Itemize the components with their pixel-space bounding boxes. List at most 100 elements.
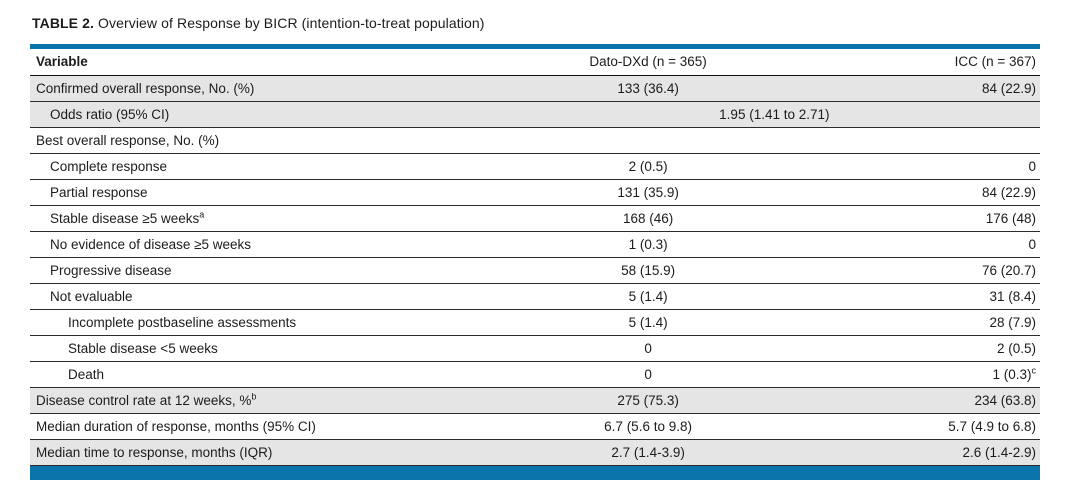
bottom-accent-bar — [30, 466, 1040, 480]
dato-value-cell: 131 (35.9) — [504, 179, 788, 206]
dato-value: 168 (46) — [622, 210, 674, 226]
dato-value: 2 (0.5) — [628, 158, 668, 174]
dato-value: 2.7 (1.4-3.9) — [611, 444, 685, 460]
table-row-no-evidence-of-disease: No evidence of disease ≥5 weeks 1 (0.3) … — [30, 231, 1040, 258]
icc-value-cell: 234 (63.8) — [787, 387, 1040, 414]
icc-value-cell: 2.6 (1.4-2.9) — [787, 439, 1040, 466]
variable-cell: Disease control rate at 12 weeks, %b — [30, 387, 505, 414]
icc-value: 84 (22.9) — [981, 80, 1036, 96]
table-row-complete-response: Complete response 2 (0.5) 0 — [30, 153, 1040, 180]
header-row: Variable Dato-DXd (n = 365) ICC (n = 367… — [30, 49, 1040, 76]
odds-ratio-value: 1.95 (1.41 to 2.71) — [719, 106, 830, 122]
top-accent-rule — [30, 44, 1040, 49]
table-row-odds-ratio: Odds ratio (95% CI) 1.95 (1.41 to 2.71) — [30, 101, 1040, 128]
dato-value-cell: 2 (0.5) — [504, 153, 788, 180]
table-row-progressive-disease: Progressive disease 58 (15.9) 76 (20.7) — [30, 257, 1040, 284]
dato-value: 275 (75.3) — [617, 392, 679, 408]
icc-value: 76 (20.7) — [981, 262, 1036, 278]
table-row-stable-disease-ge5-weeks: Stable disease ≥5 weeksa 168 (46) 176 (4… — [30, 205, 1040, 232]
dato-value: 131 (35.9) — [617, 184, 679, 200]
footnote-marker-b: b — [251, 391, 257, 401]
variable-label: Death — [68, 366, 105, 382]
variable-cell: Death — [30, 361, 505, 388]
variable-label: Best overall response, No. (%) — [36, 132, 220, 148]
icc-value-cell: 84 (22.9) — [787, 75, 1040, 102]
dato-value-cell: 2.7 (1.4-3.9) — [504, 439, 788, 466]
icc-value-cell: 176 (48) — [787, 205, 1040, 232]
table-title: TABLE 2. Overview of Response by BICR (in… — [32, 14, 1040, 32]
variable-label: Median duration of response, months (95%… — [36, 418, 316, 434]
dato-value-cell: 5 (1.4) — [504, 309, 788, 336]
icc-value: 31 (8.4) — [989, 288, 1036, 304]
icc-value-cell: 1 (0.3)c — [787, 361, 1040, 388]
dato-value-cell: 58 (15.9) — [504, 257, 788, 284]
variable-label: No evidence of disease ≥5 weeks — [50, 236, 252, 252]
dato-value: 133 (36.4) — [617, 80, 679, 96]
variable-label: Confirmed overall response, No. (%) — [36, 80, 255, 96]
icc-value: 5.7 (4.9 to 6.8) — [948, 418, 1036, 434]
variable-label: Progressive disease — [50, 262, 172, 278]
variable-cell: Complete response — [30, 153, 505, 180]
table-row-median-time-to-response: Median time to response, months (IQR) 2.… — [30, 439, 1040, 466]
variable-cell: Median time to response, months (IQR) — [30, 439, 505, 466]
dato-value-cell: 6.7 (5.6 to 9.8) — [504, 413, 788, 440]
icc-value-cell — [787, 127, 1040, 154]
icc-value: 84 (22.9) — [981, 184, 1036, 200]
variable-cell: No evidence of disease ≥5 weeks — [30, 231, 505, 258]
icc-value: 176 (48) — [985, 210, 1036, 226]
variable-label: Stable disease <5 weeks — [68, 340, 218, 356]
icc-value-cell: 84 (22.9) — [787, 179, 1040, 206]
variable-label: Partial response — [50, 184, 148, 200]
variable-label: Median time to response, months (IQR) — [36, 444, 273, 460]
dato-value: 6.7 (5.6 to 9.8) — [604, 418, 692, 434]
variable-label: Complete response — [50, 158, 168, 174]
table-caption: Overview of Response by BICR (intention-… — [98, 15, 485, 31]
column-header-dato-dxd: Dato-DXd (n = 365) — [504, 49, 788, 76]
table-row-disease-control-rate: Disease control rate at 12 weeks, %b 275… — [30, 387, 1040, 414]
dato-value: 5 (1.4) — [628, 314, 668, 330]
dato-value-cell: 0 — [504, 335, 788, 362]
variable-cell: Odds ratio (95% CI) — [30, 101, 505, 128]
icc-value: 28 (7.9) — [989, 314, 1036, 330]
icc-value-cell: 2 (0.5) — [787, 335, 1040, 362]
dato-value-cell: 5 (1.4) — [504, 283, 788, 310]
icc-value: 1 (0.3) — [992, 366, 1032, 382]
table-row-stable-disease-lt5-weeks: Stable disease <5 weeks 0 2 (0.5) — [30, 335, 1040, 362]
variable-cell: Not evaluable — [30, 283, 505, 310]
table-row-best-overall-response: Best overall response, No. (%) — [30, 127, 1040, 154]
icc-value-cell: 76 (20.7) — [787, 257, 1040, 284]
variable-cell: Progressive disease — [30, 257, 505, 284]
variable-label: Disease control rate at 12 weeks, % — [36, 392, 252, 408]
icc-value: 2.6 (1.4-2.9) — [962, 444, 1036, 460]
dato-value: 5 (1.4) — [628, 288, 668, 304]
variable-cell: Partial response — [30, 179, 505, 206]
column-header-variable: Variable — [30, 49, 505, 76]
table-row-median-duration-of-response: Median duration of response, months (95%… — [30, 413, 1040, 440]
footnote-marker-a: a — [199, 209, 205, 219]
variable-cell: Confirmed overall response, No. (%) — [30, 75, 505, 102]
dato-value: 1 (0.3) — [628, 236, 668, 252]
variable-cell: Stable disease ≥5 weeksa — [30, 205, 505, 232]
variable-cell: Stable disease <5 weeks — [30, 335, 505, 362]
table-row-confirmed-overall-response: Confirmed overall response, No. (%) 133 … — [30, 75, 1040, 102]
icc-value-cell: 0 — [787, 153, 1040, 180]
variable-cell: Best overall response, No. (%) — [30, 127, 505, 154]
variable-cell: Incomplete postbaseline assessments — [30, 309, 505, 336]
icc-value-cell: 0 — [787, 231, 1040, 258]
icc-value-cell: 31 (8.4) — [787, 283, 1040, 310]
variable-label: Stable disease ≥5 weeks — [50, 210, 200, 226]
column-header-icc: ICC (n = 367) — [787, 49, 1040, 76]
dato-value-cell: 168 (46) — [504, 205, 788, 232]
dato-value-cell — [504, 127, 788, 154]
table-header: Variable Dato-DXd (n = 365) ICC (n = 367… — [30, 49, 1040, 76]
variable-cell: Median duration of response, months (95%… — [30, 413, 505, 440]
table-row-partial-response: Partial response 131 (35.9) 84 (22.9) — [30, 179, 1040, 206]
dato-value-cell: 275 (75.3) — [504, 387, 788, 414]
icc-value: 2 (0.5) — [996, 340, 1036, 356]
dato-value: 0 — [644, 340, 652, 356]
dato-value: 58 (15.9) — [621, 262, 676, 278]
dato-value: 0 — [644, 366, 652, 382]
table-row-death: Death 0 1 (0.3)c — [30, 361, 1040, 388]
icc-value: 0 — [1028, 236, 1036, 252]
